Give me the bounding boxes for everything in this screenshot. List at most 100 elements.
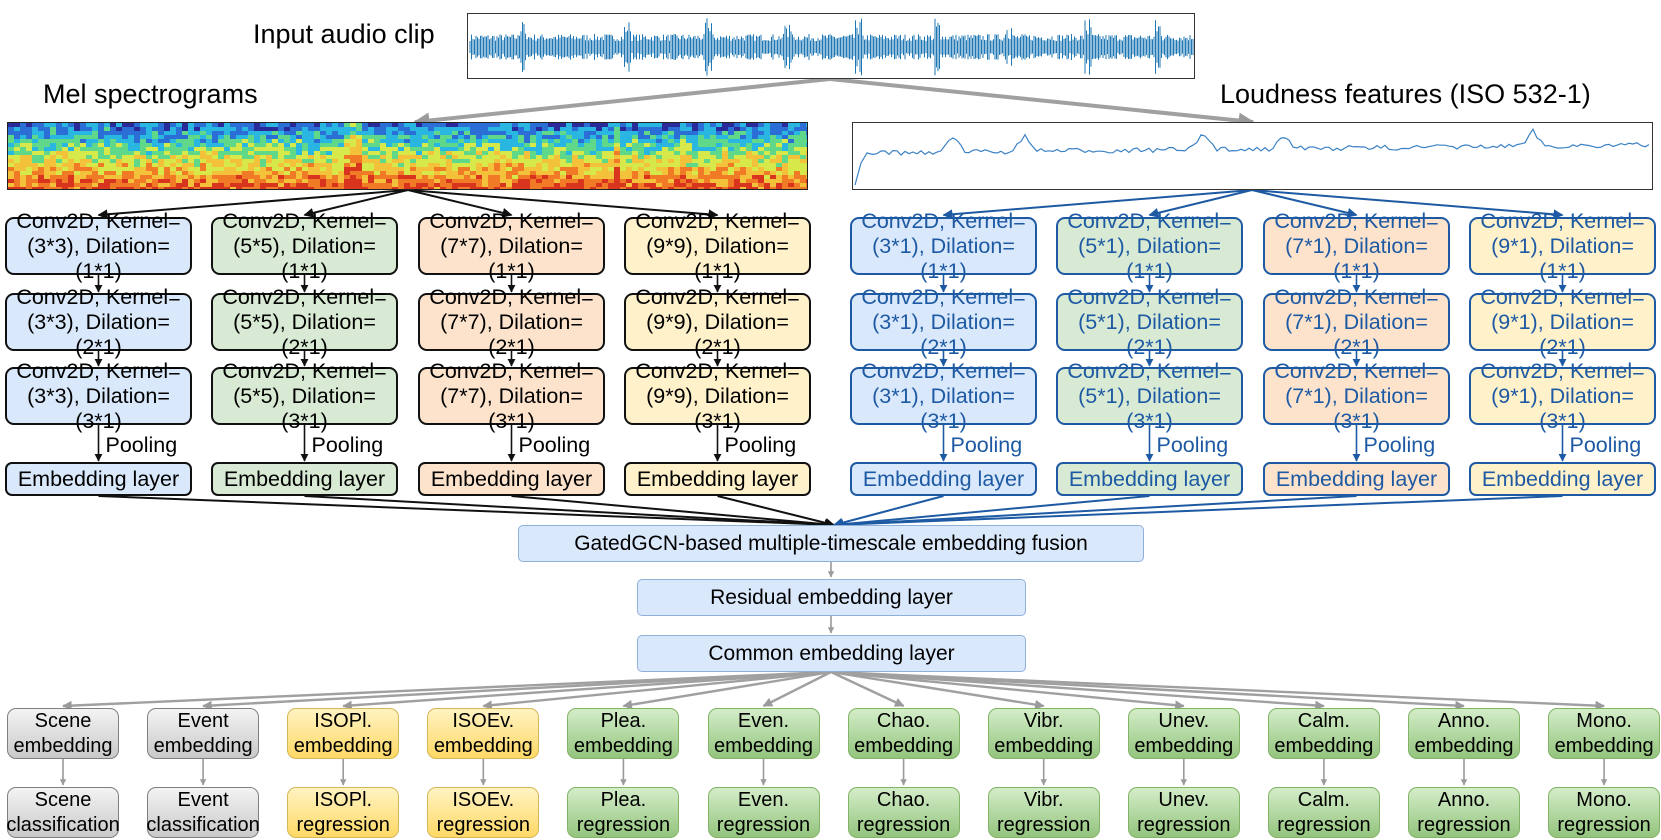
- mel-to-fusion-arrow: [98, 495, 835, 530]
- mel-fanout-arrow: [303, 189, 409, 218]
- mel-conv-4-3-text: Conv2D, Kernel= (9*9), Dilation=(3*1): [635, 358, 800, 433]
- mel-conv-3-3-text: Conv2D, Kernel= (7*7), Dilation=(3*1): [429, 358, 594, 433]
- task-output-11-text: Anno. regression: [1417, 788, 1511, 836]
- loudness-conv-1-3: Conv2D, Kernel= (3*1), Dilation=(3*1): [850, 359, 1037, 433]
- loudness-pooling-label-2: Pooling: [1156, 433, 1229, 457]
- common-to-task-arrow: [830, 670, 905, 708]
- task-embedding-11-text: Anno. embedding: [1414, 709, 1514, 757]
- loudness-conv-1-1: Conv2D, Kernel= (3*1), Dilation=(1*1): [850, 209, 1037, 283]
- task-embedding-9-text: Unev. embedding: [1134, 709, 1234, 757]
- common-to-task-arrow: [830, 670, 1045, 710]
- residual-embedding-box: Residual embedding layer: [637, 579, 1026, 616]
- loudness-fanout-arrow: [1148, 189, 1253, 218]
- loudness-conv-2-3: Conv2D, Kernel= (5*1), Dilation=(3*1): [1056, 359, 1243, 433]
- mel-fanout-arrow: [97, 189, 409, 220]
- loudness-conv-2-1-text: Conv2D, Kernel= (5*1), Dilation=(1*1): [1067, 208, 1232, 283]
- common-to-task-arrow: [62, 670, 832, 711]
- task-embedding-3: ISOPl. embedding: [287, 708, 400, 759]
- common-to-task-arrow: [342, 670, 832, 711]
- task-embedding-1-text: Scene embedding: [13, 709, 113, 757]
- loudness-conv-2-3-text: Conv2D, Kernel= (5*1), Dilation=(3*1): [1067, 358, 1232, 433]
- loudness-embedding-layer-4-text: Embedding layer: [1481, 466, 1644, 491]
- task-output-5-text: Plea. regression: [576, 788, 671, 836]
- loudness-conv-4-1: Conv2D, Kernel= (9*1), Dilation=(1*1): [1469, 209, 1656, 283]
- loudness-fanout-arrow: [1251, 189, 1358, 218]
- loudness-conv-3-1: Conv2D, Kernel= (7*1), Dilation=(1*1): [1263, 209, 1450, 283]
- mel-conv-3-1: Conv2D, Kernel= (7*7), Dilation=(1*1): [418, 209, 605, 283]
- common-embedding-box-text: Common embedding layer: [708, 642, 955, 665]
- waveform-to-loudness-arrow: [829, 77, 1255, 129]
- task-embedding-8-text: Vibr. embedding: [994, 709, 1094, 757]
- task-output-9-text: Unev. regression: [1137, 788, 1231, 836]
- mel-conv-1-2: Conv2D, Kernel= (3*3), Dilation=(2*1): [5, 285, 192, 359]
- loudness-to-fusion-arrow: [833, 495, 1563, 530]
- mel-embedding-layer-4-text: Embedding layer: [636, 466, 799, 491]
- loudness-conv-4-2-text: Conv2D, Kernel= (9*1), Dilation=(2*1): [1480, 284, 1645, 359]
- gatedgcn-fusion-box: GatedGCN-based multiple-timescale embedd…: [518, 525, 1144, 562]
- common-to-task-arrow: [762, 670, 832, 708]
- loudness-conv-3-3-text: Conv2D, Kernel= (7*1), Dilation=(3*1): [1274, 358, 1439, 433]
- task-output-12: Mono. regression: [1548, 787, 1661, 838]
- mel-conv-3-1-text: Conv2D, Kernel= (7*7), Dilation=(1*1): [429, 208, 594, 283]
- mel-pooling-label-2: Pooling: [311, 433, 384, 457]
- mel-conv-2-3: Conv2D, Kernel= (5*5), Dilation=(3*1): [211, 359, 398, 433]
- task-output-10: Calm. regression: [1267, 787, 1380, 838]
- task-output-8-text: Vibr. regression: [996, 788, 1091, 836]
- mel-spectrogram-label: Mel spectrograms: [43, 79, 258, 109]
- mel-conv-4-1: Conv2D, Kernel= (9*9), Dilation=(1*1): [624, 209, 811, 283]
- mel-embedding-layer-3: Embedding layer: [418, 462, 605, 496]
- task-embedding-8: Vibr. embedding: [987, 708, 1100, 759]
- task-embedding-5: Plea. embedding: [567, 708, 680, 759]
- mel-conv-2-1: Conv2D, Kernel= (5*5), Dilation=(1*1): [211, 209, 398, 283]
- task-embedding-2-text: Event embedding: [153, 709, 253, 757]
- loudness-conv-3-1-text: Conv2D, Kernel= (7*1), Dilation=(1*1): [1274, 208, 1439, 283]
- mel-conv-4-2: Conv2D, Kernel= (9*9), Dilation=(2*1): [624, 285, 811, 359]
- task-output-7-text: Chao. regression: [856, 788, 951, 836]
- common-to-task-arrow: [830, 670, 1606, 711]
- task-embedding-9: Unev. embedding: [1127, 708, 1240, 759]
- loudness-conv-2-2: Conv2D, Kernel= (5*1), Dilation=(2*1): [1056, 285, 1243, 359]
- loudness-fanout-arrow: [1251, 189, 1564, 220]
- loudness-to-fusion-arrow: [833, 495, 1150, 530]
- loudness-embedding-layer-2-text: Embedding layer: [1068, 466, 1231, 491]
- mel-conv-1-3: Conv2D, Kernel= (3*3), Dilation=(3*1): [5, 359, 192, 433]
- task-embedding-10: Calm. embedding: [1267, 708, 1380, 759]
- task-output-9: Unev. regression: [1127, 787, 1240, 838]
- mel-spectrogram-image: [7, 122, 808, 190]
- task-output-10-text: Calm. regression: [1277, 788, 1371, 836]
- loudness-conv-3-3: Conv2D, Kernel= (7*1), Dilation=(3*1): [1263, 359, 1450, 433]
- input-audio-label: Input audio clip: [253, 19, 435, 49]
- task-embedding-7-text: Chao. embedding: [854, 709, 954, 757]
- task-embedding-6-text: Even. embedding: [714, 709, 813, 757]
- waveform-trace: [469, 18, 1194, 76]
- common-embedding-box: Common embedding layer: [637, 635, 1026, 672]
- common-to-task-arrow: [482, 670, 832, 710]
- task-output-11: Anno. regression: [1408, 787, 1520, 838]
- loudness-trace: [854, 127, 1650, 186]
- task-embedding-11: Anno. embedding: [1408, 708, 1520, 759]
- task-output-6: Even. regression: [707, 787, 820, 838]
- mel-conv-3-2-text: Conv2D, Kernel= (7*7), Dilation=(2*1): [429, 284, 594, 359]
- mel-embedding-layer-2: Embedding layer: [211, 462, 398, 496]
- loudness-conv-4-3: Conv2D, Kernel= (9*1), Dilation=(3*1): [1469, 359, 1656, 433]
- mel-embedding-layer-2-text: Embedding layer: [223, 466, 386, 491]
- mel-embedding-layer-4: Embedding layer: [624, 462, 811, 496]
- mel-pooling-label-1: Pooling: [105, 433, 178, 457]
- mel-fanout-arrow: [407, 189, 513, 218]
- loudness-conv-2-2-text: Conv2D, Kernel= (5*1), Dilation=(2*1): [1067, 284, 1232, 359]
- task-output-7: Chao. regression: [847, 787, 960, 838]
- loudness-features-label: Loudness features (ISO 532-1): [1220, 79, 1591, 109]
- loudness-to-fusion-arrow: [833, 495, 1357, 530]
- mel-conv-3-2: Conv2D, Kernel= (7*7), Dilation=(2*1): [418, 285, 605, 359]
- gatedgcn-fusion-box-text: GatedGCN-based multiple-timescale embedd…: [574, 532, 1088, 555]
- loudness-embedding-layer-1: Embedding layer: [850, 462, 1037, 496]
- loudness-to-fusion-arrow: [833, 495, 944, 528]
- waveform-to-mel-arrow: [413, 77, 831, 129]
- input-waveform: [467, 13, 1195, 79]
- mel-conv-2-3-text: Conv2D, Kernel= (5*5), Dilation=(3*1): [222, 358, 387, 433]
- mel-embedding-layer-1: Embedding layer: [5, 462, 192, 496]
- loudness-conv-1-3-text: Conv2D, Kernel= (3*1), Dilation=(3*1): [861, 358, 1026, 433]
- loudness-embedding-layer-3: Embedding layer: [1263, 462, 1450, 496]
- loudness-embedding-layer-2: Embedding layer: [1056, 462, 1243, 496]
